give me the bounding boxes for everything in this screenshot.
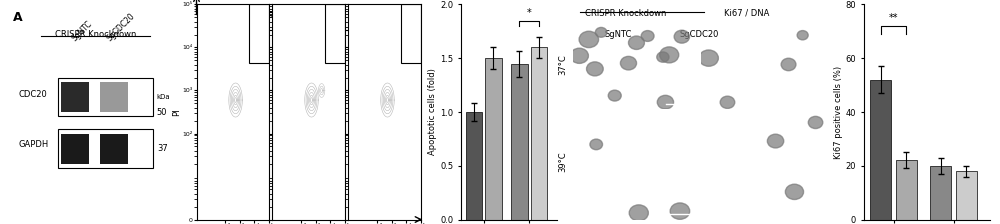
Text: *: * — [527, 9, 532, 18]
Bar — [531, 47, 547, 220]
Bar — [511, 64, 528, 220]
Text: SgCDC20: SgCDC20 — [679, 30, 719, 39]
Circle shape — [657, 52, 669, 62]
Circle shape — [620, 56, 637, 70]
Text: Ki67 / DNA: Ki67 / DNA — [724, 9, 770, 18]
Bar — [100, 134, 128, 164]
Text: SgCDC20: SgCDC20 — [105, 12, 137, 43]
Y-axis label: Apoptotic cells (fold): Apoptotic cells (fold) — [428, 69, 437, 155]
Circle shape — [660, 47, 679, 63]
Text: CDC20: CDC20 — [19, 90, 47, 99]
Bar — [466, 112, 482, 220]
Circle shape — [808, 116, 823, 129]
Bar — [930, 166, 951, 220]
Circle shape — [720, 96, 735, 108]
Circle shape — [657, 95, 674, 109]
Circle shape — [570, 48, 588, 63]
Circle shape — [674, 30, 690, 43]
Circle shape — [590, 139, 603, 150]
Text: CRISPR Knockdown: CRISPR Knockdown — [219, 9, 300, 18]
Bar — [61, 134, 89, 164]
Circle shape — [587, 62, 603, 76]
Circle shape — [595, 27, 607, 37]
Circle shape — [767, 134, 784, 148]
Circle shape — [579, 31, 599, 48]
Bar — [485, 58, 502, 220]
Bar — [870, 80, 891, 220]
Text: kDa: kDa — [157, 94, 170, 100]
Bar — [58, 129, 153, 168]
Text: **: ** — [889, 13, 898, 23]
Circle shape — [628, 36, 644, 50]
Text: GAPDH: GAPDH — [19, 140, 49, 149]
Circle shape — [699, 50, 718, 66]
Bar — [896, 160, 917, 220]
Text: 39°C: 39°C — [372, 15, 393, 24]
Text: 39°C: 39°C — [559, 151, 568, 172]
Text: 37°C: 37°C — [258, 15, 279, 24]
Bar — [956, 171, 977, 220]
Bar — [61, 82, 89, 112]
Text: CRISPR Knockdown: CRISPR Knockdown — [55, 30, 136, 39]
Text: CRISPR Knockdown: CRISPR Knockdown — [585, 9, 667, 18]
Circle shape — [670, 203, 690, 219]
Circle shape — [629, 205, 648, 221]
Text: 50: 50 — [157, 108, 167, 116]
Circle shape — [797, 30, 808, 40]
Circle shape — [781, 58, 796, 71]
Text: SgNTC: SgNTC — [605, 30, 632, 39]
Y-axis label: PI: PI — [172, 108, 181, 116]
Text: A: A — [13, 11, 23, 24]
Circle shape — [641, 30, 654, 41]
Circle shape — [608, 90, 621, 101]
Bar — [100, 82, 128, 112]
Text: 37: 37 — [157, 144, 168, 153]
Text: 37°C: 37°C — [559, 54, 568, 75]
Circle shape — [785, 184, 804, 200]
Bar — [58, 78, 153, 116]
Text: SgNTC: SgNTC — [70, 19, 94, 43]
Y-axis label: Ki67 positive cells (%): Ki67 positive cells (%) — [834, 65, 843, 159]
